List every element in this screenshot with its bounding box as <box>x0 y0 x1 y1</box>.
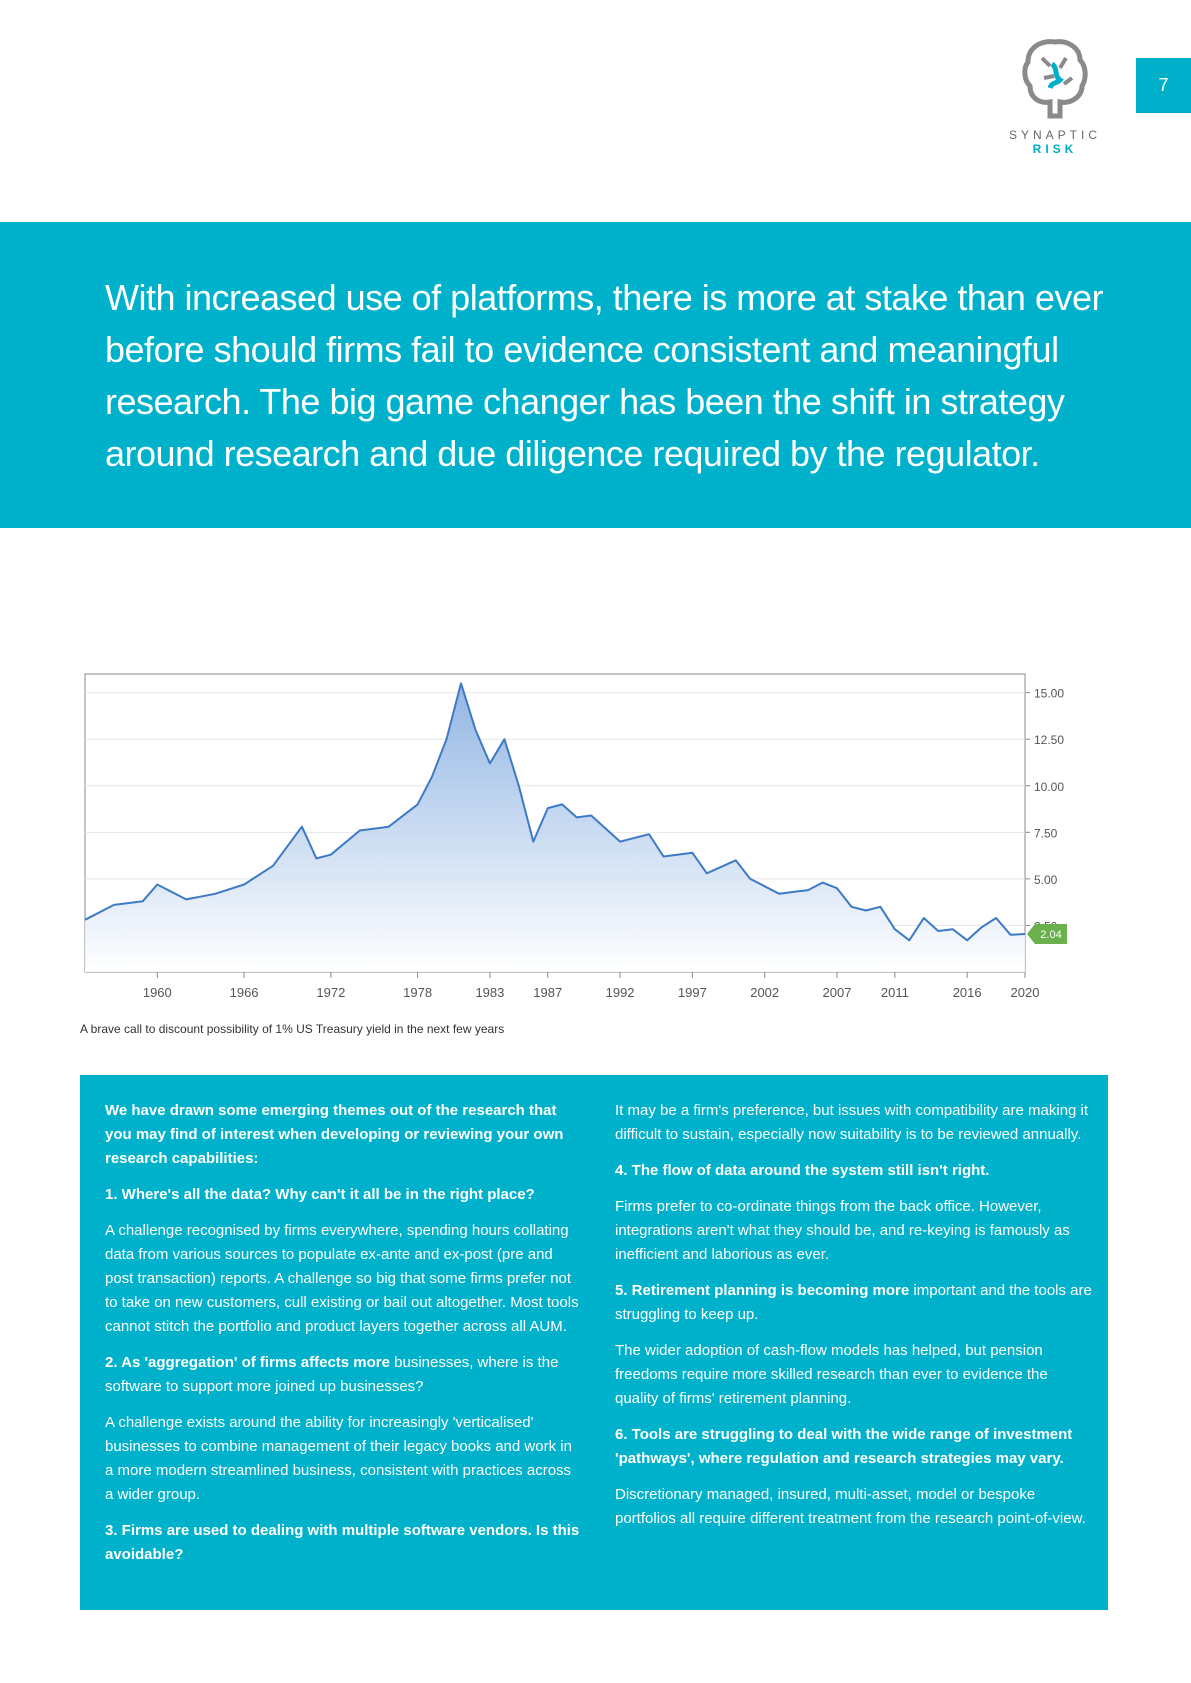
quote-banner: With increased use of platforms, there i… <box>0 222 1191 528</box>
y-tick-label: 5.00 <box>1034 873 1058 887</box>
theme-4-text: Firms prefer to co-ordinate things from … <box>615 1198 1070 1263</box>
theme-6-heading: 6. Tools are struggling to deal with the… <box>615 1426 1073 1467</box>
theme-1-heading: 1. Where's all the data? Why can't it al… <box>105 1186 535 1203</box>
logo-subtitle: RISK <box>1032 142 1078 156</box>
theme-3-heading: 3. Firms are used to dealing with multip… <box>105 1522 580 1563</box>
x-tick-label: 1978 <box>403 985 432 1000</box>
x-tick-label: 1960 <box>143 985 172 1000</box>
themes-box: We have drawn some emerging themes out o… <box>80 1075 1108 1610</box>
y-tick-label: 15.00 <box>1034 687 1064 701</box>
theme-2-heading: 2. As 'aggregation' of firms affects mor… <box>105 1351 583 1399</box>
theme-2-text: A challenge exists around the ability fo… <box>105 1414 572 1503</box>
last-value-label: 2.04 <box>1040 929 1061 941</box>
banner-text: With increased use of platforms, there i… <box>105 277 1103 474</box>
chart-svg: 15.0012.5010.007.505.002.501960196619721… <box>84 673 1067 1000</box>
theme-5-heading: 5. Retirement planning is becoming more … <box>615 1279 1093 1327</box>
theme-5-heading-bold: 5. Retirement planning is becoming more <box>615 1282 910 1299</box>
theme-2-heading-rest: businesses, where is the software to sup… <box>105 1354 559 1395</box>
x-tick-label: 2011 <box>881 985 909 1000</box>
x-tick-label: 1987 <box>533 985 562 1000</box>
series-line <box>84 682 1026 942</box>
theme-4-heading: 4. The flow of data around the system st… <box>615 1162 990 1179</box>
y-tick-label: 12.50 <box>1034 733 1064 747</box>
theme-5-heading-rest: important and the tools are struggling t… <box>615 1282 1092 1323</box>
themes-intro: We have drawn some emerging themes out o… <box>105 1102 564 1167</box>
last-value-badge <box>1027 924 1067 945</box>
company-logo: SYNAPTIC RISK <box>990 36 1120 156</box>
themes-right-column: It may be a firm's preference, but issue… <box>615 1099 1093 1543</box>
chart-caption: A brave call to discount possibility of … <box>80 1022 505 1036</box>
brain-icon <box>1022 39 1088 119</box>
theme-2-heading-bold: 2. As 'aggregation' of firms affects mor… <box>105 1354 390 1371</box>
page-number: 7 <box>1136 58 1191 113</box>
themes-left-column: We have drawn some emerging themes out o… <box>105 1099 583 1579</box>
theme-3-text: It may be a firm's preference, but issue… <box>615 1102 1089 1143</box>
x-tick-label: 1972 <box>316 985 345 1000</box>
series-area <box>85 683 1025 972</box>
x-tick-label: 1983 <box>475 985 504 1000</box>
yield-chart: 15.0012.5010.007.505.002.501960196619721… <box>80 664 1080 1014</box>
x-tick-label: 1966 <box>230 985 259 1000</box>
theme-6-text: Discretionary managed, insured, multi-as… <box>615 1486 1086 1527</box>
logo-name: SYNAPTIC <box>1008 128 1101 142</box>
x-tick-label: 2007 <box>823 985 852 1000</box>
x-tick-label: 1997 <box>678 985 707 1000</box>
theme-5-text: The wider adoption of cash-flow models h… <box>615 1342 1048 1407</box>
x-tick-label: 2016 <box>953 985 982 1000</box>
x-tick-label: 1992 <box>606 985 635 1000</box>
theme-1-text: A challenge recognised by firms everywhe… <box>105 1222 579 1335</box>
x-tick-label: 2002 <box>750 985 779 1000</box>
y-tick-label: 10.00 <box>1034 780 1064 794</box>
y-tick-label: 7.50 <box>1034 826 1058 840</box>
x-tick-label: 2020 <box>1011 985 1040 1000</box>
